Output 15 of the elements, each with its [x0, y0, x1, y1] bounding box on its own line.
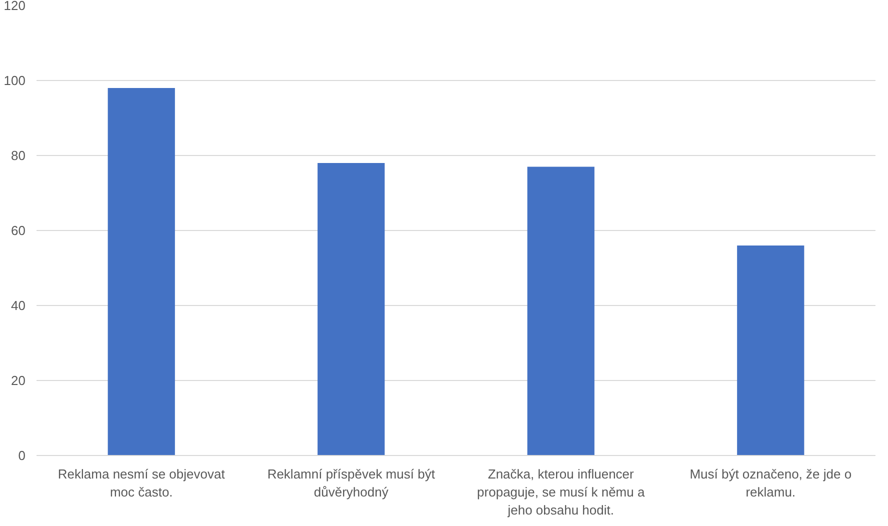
y-tick-label: 0 — [18, 448, 26, 463]
bar — [527, 166, 594, 456]
y-tick-label: 100 — [4, 73, 26, 88]
bar — [318, 163, 385, 456]
y-tick-label: 20 — [11, 373, 26, 388]
bar — [737, 246, 804, 456]
y-tick-label: 40 — [11, 298, 26, 313]
x-tick-label: Reklamní příspěvek musí být důvěryhodný — [267, 466, 436, 500]
bar — [108, 88, 175, 456]
x-tick-label: Reklama nesmí se objevovat moc často. — [58, 466, 226, 500]
y-tick-label: 60 — [11, 223, 26, 238]
x-tick-label: Musí být označeno, že jde o reklamu. — [690, 466, 852, 500]
x-tick-label: Značka, kterou influencer propaguje, se musí k němu a jeho obsahu hodit. — [477, 466, 646, 518]
y-tick-label: 80 — [11, 148, 26, 163]
y-tick-label: 120 — [4, 0, 26, 13]
